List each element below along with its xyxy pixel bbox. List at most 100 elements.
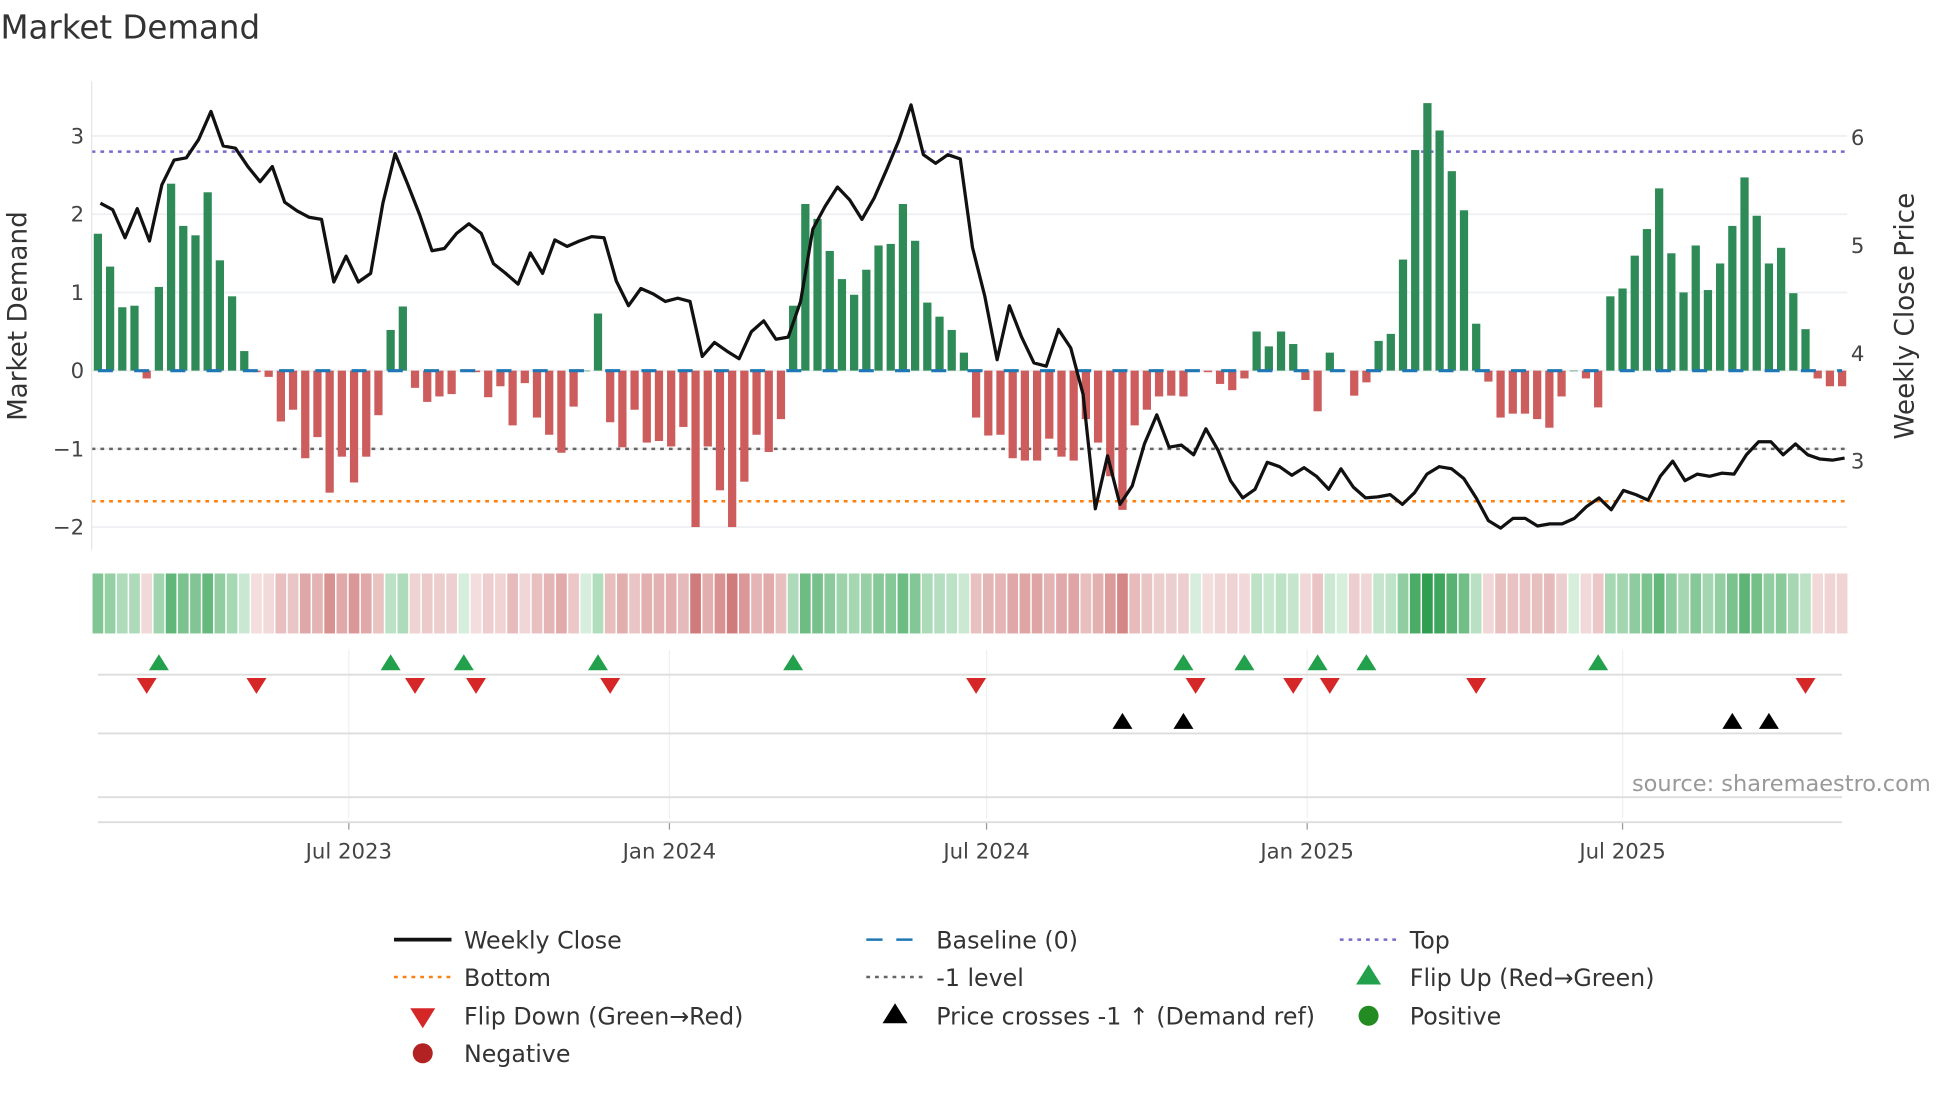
heat-cell — [665, 573, 677, 634]
heat-cell — [556, 573, 567, 634]
heat-cell — [116, 573, 128, 634]
demand-bar — [642, 370, 651, 443]
weekly-close-polyline — [99, 103, 1845, 530]
heat-cell — [958, 573, 970, 634]
heat-cell — [1336, 573, 1348, 634]
heat-cell — [373, 573, 384, 634]
heat-cell — [580, 573, 592, 634]
demand-bar — [288, 370, 298, 410]
heat-cell — [226, 573, 238, 634]
heat-cell — [1836, 573, 1848, 634]
heat-cell — [1214, 573, 1226, 634]
flip-down-marker — [1185, 677, 1206, 694]
flip-down-marker — [1283, 677, 1304, 694]
heat-cell — [482, 573, 494, 634]
demand-bar — [1837, 370, 1847, 387]
demand-bar — [362, 370, 371, 457]
demand-bar — [1691, 245, 1700, 371]
y-tick-label: 0 — [71, 359, 85, 384]
heat-cell — [348, 573, 360, 634]
heat-cell — [921, 573, 933, 634]
legend-item-positive: Positive — [1358, 1003, 1501, 1031]
legend-item-minus-one: -1 level — [866, 964, 1024, 992]
heat-cell — [1251, 573, 1262, 634]
heat-cell — [873, 573, 884, 634]
y-tick-label: −1 — [53, 437, 84, 462]
demand-bar — [1825, 370, 1835, 387]
demand-bar — [215, 260, 224, 371]
heat-cell — [165, 573, 177, 634]
heat-cell — [860, 573, 872, 634]
heat-cell — [1775, 573, 1787, 634]
demand-bar — [1776, 247, 1786, 371]
heat-cell — [1507, 573, 1519, 634]
heat-cell — [1665, 573, 1677, 634]
demand-bar — [971, 370, 981, 418]
heat-cell — [507, 573, 518, 634]
heat-cell — [1129, 573, 1141, 634]
demand-bar — [1215, 370, 1225, 384]
demand-bar — [923, 302, 932, 371]
demand-bar — [471, 370, 481, 373]
demand-bar — [227, 296, 237, 371]
y2-tick-label: 5 — [1851, 234, 1865, 259]
heat-cell — [1739, 573, 1750, 634]
demand-bar — [508, 370, 517, 426]
heat-cell — [653, 573, 665, 634]
heat-cell — [1019, 573, 1031, 634]
demand-bar — [715, 370, 725, 491]
demand-bar — [520, 370, 529, 384]
heat-cell — [1617, 573, 1628, 634]
heat-cell — [1007, 573, 1019, 634]
demand-bar — [1533, 370, 1542, 420]
heat-cell — [934, 573, 945, 634]
heat-cell — [1068, 573, 1080, 634]
demand-bar — [1508, 370, 1517, 414]
heat-cell — [446, 573, 457, 634]
demand-bar — [1386, 333, 1395, 371]
heat-cell — [1397, 573, 1409, 634]
heat-cell — [678, 573, 689, 634]
demand-bar — [1581, 370, 1591, 379]
flip-down-marker — [246, 677, 267, 694]
legend-triangle-up-icon — [882, 1003, 908, 1024]
demand-bar — [1276, 331, 1286, 371]
heat-cell — [1300, 573, 1311, 634]
demand-bar — [1752, 215, 1761, 371]
heat-cell — [360, 573, 372, 634]
heat-cell — [1531, 573, 1543, 634]
heat-cell — [519, 573, 531, 634]
legend-label: Bottom — [464, 964, 551, 992]
flip-up-marker — [453, 654, 474, 671]
demand-bar — [1374, 340, 1383, 371]
demand-bar — [1801, 329, 1810, 371]
legend-label: Weekly Close — [464, 926, 622, 954]
heat-cell — [1483, 573, 1494, 634]
demand-bar — [1252, 331, 1261, 371]
heat-cell — [1812, 573, 1824, 634]
demand-bar — [203, 192, 212, 371]
heat-cell — [1178, 573, 1189, 634]
heat-cell — [1361, 573, 1372, 634]
heat-cell — [458, 573, 470, 634]
demand-bar — [1154, 370, 1164, 397]
heat-cell — [1226, 573, 1238, 634]
demand-bar — [301, 370, 310, 459]
demand-bar — [813, 218, 822, 371]
demand-bar — [740, 370, 749, 482]
legend-item-price-cross: Price crosses -1 ↑ (Demand ref) — [882, 1003, 1315, 1031]
demand-bar — [728, 370, 737, 528]
heat-cell — [629, 573, 640, 634]
heat-cell — [1312, 573, 1323, 634]
heat-cell — [1458, 573, 1470, 634]
heat-cell — [1470, 573, 1482, 634]
demand-bar — [337, 370, 346, 457]
demand-bar — [1167, 370, 1176, 396]
demand-bar — [264, 370, 273, 377]
flip-up-marker — [783, 654, 804, 671]
heat-cell — [214, 573, 226, 634]
demand-bar — [313, 370, 322, 438]
flip-down-marker — [466, 677, 487, 694]
heat-cell — [787, 573, 799, 634]
y-tick-label: 2 — [71, 203, 85, 228]
